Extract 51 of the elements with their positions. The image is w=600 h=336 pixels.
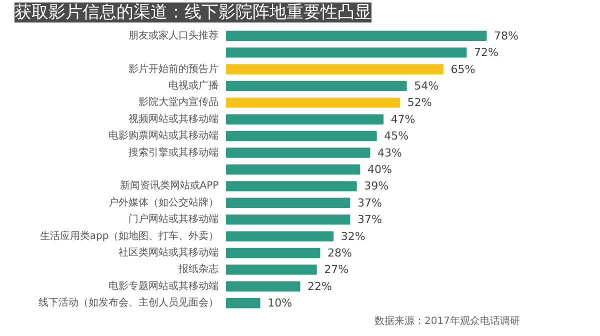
data-label: 28% [328,246,352,260]
bar [226,130,377,142]
bar [226,214,350,225]
y-tick-label: 户外媒体（如公交站牌） [108,196,219,208]
bar [226,248,320,258]
bar [226,281,300,292]
y-tick-label: 朋友或家人口头推荐 [128,29,219,42]
bar [226,80,407,92]
bar [226,198,350,208]
y-tick-label: 报纸杂志 [178,263,219,276]
data-label: 54% [414,79,439,92]
data-label: 10% [268,296,292,310]
y-tick-label: 社区类网站或其移动端 [118,246,219,258]
data-label: 22% [308,280,332,293]
data-label: 47% [390,112,416,126]
data-label: 43% [377,146,402,160]
data-label: 65% [450,62,476,76]
y-tick-label: 影片开始前的预告片 [128,62,219,75]
bar [226,298,260,308]
y-tick-label: 新闻资讯类网站或APP [120,180,219,192]
bar [226,264,317,275]
bar [226,114,384,124]
y-tick-label: 视频网站或其移动端 [128,112,219,125]
y-tick-label: 搜索引擎或其移动端 [128,146,219,158]
y-tick-label: 电视或广播 [168,79,219,92]
y-tick-label: 生活应用类app（如地图、打车、外卖） [40,230,219,242]
bar [226,30,487,41]
data-label: 39% [364,180,389,193]
data-label: 45% [384,130,409,143]
y-tick-label: 电影专题网站或其移动端 [108,280,219,292]
bar [226,231,334,242]
data-label: 37% [357,196,382,210]
bar [226,47,467,58]
bar [226,148,370,158]
y-tick-label: 电影购票网站或其移动端 [108,130,219,142]
bar [226,164,360,175]
data-label: 52% [407,96,432,110]
data-label: 32% [340,230,366,243]
bar [226,64,444,74]
source-note: 数据来源：2017年观众电话调研 [374,314,520,327]
y-tick-label: 影院大堂内宣传品 [138,96,219,108]
data-label: 37% [357,213,382,226]
data-label: 78% [494,29,518,42]
y-tick-label: 线下活动（如发布会、主创人员见面会） [38,296,219,309]
data-label: 27% [324,263,349,276]
bar [226,98,400,108]
bar [226,181,357,192]
chart-title: 获取影片信息的渠道：线下影院阵地重要性凸显 [14,2,372,22]
y-tick-label: 门户网站或其移动端 [128,213,219,226]
data-label: 72% [474,46,498,60]
data-label: 40% [367,162,392,176]
